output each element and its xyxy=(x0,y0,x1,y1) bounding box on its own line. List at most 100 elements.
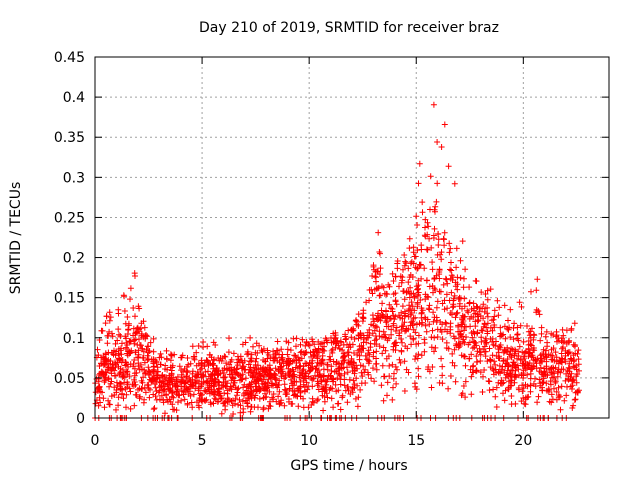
data-point xyxy=(265,351,272,358)
data-point xyxy=(570,402,577,409)
data-point xyxy=(330,404,337,411)
data-point xyxy=(252,358,259,365)
data-point xyxy=(393,380,400,387)
data-point xyxy=(117,357,124,364)
data-point xyxy=(422,322,429,329)
data-point xyxy=(486,387,493,394)
data-point xyxy=(132,381,139,388)
data-point xyxy=(407,272,414,278)
data-point xyxy=(517,322,524,329)
data-point xyxy=(555,360,562,367)
data-point xyxy=(415,373,422,380)
data-point xyxy=(473,367,480,374)
data-point xyxy=(189,370,196,377)
data-point xyxy=(474,304,481,311)
data-point xyxy=(491,307,498,314)
data-point xyxy=(494,297,501,304)
data-point xyxy=(105,332,112,339)
data-point xyxy=(397,273,404,280)
data-point xyxy=(324,361,331,368)
data-point xyxy=(531,332,538,339)
data-point xyxy=(366,326,373,333)
data-point xyxy=(470,338,477,345)
data-point xyxy=(527,388,534,395)
data-point xyxy=(415,332,422,339)
data-point xyxy=(361,369,368,376)
data-point xyxy=(115,394,122,401)
data-point xyxy=(342,387,349,394)
data-point xyxy=(306,342,313,349)
data-point xyxy=(378,382,385,389)
data-point xyxy=(520,385,527,392)
data-point xyxy=(498,380,505,387)
data-point xyxy=(98,368,105,375)
data-point xyxy=(438,249,445,256)
data-point xyxy=(245,394,251,401)
data-point xyxy=(124,379,131,386)
data-point xyxy=(505,363,512,370)
data-point xyxy=(415,365,422,372)
data-point xyxy=(265,376,272,383)
data-point xyxy=(193,372,200,379)
data-point xyxy=(437,251,444,258)
data-point xyxy=(536,376,543,383)
data-point xyxy=(311,341,318,348)
data-point xyxy=(440,281,447,288)
data-point xyxy=(173,391,180,398)
data-point xyxy=(309,336,316,343)
data-point xyxy=(416,160,423,167)
data-point xyxy=(410,326,417,333)
data-point xyxy=(338,339,345,346)
data-point xyxy=(489,352,496,359)
data-point xyxy=(497,344,504,351)
data-point xyxy=(242,389,249,396)
data-point xyxy=(271,357,278,364)
data-point xyxy=(373,285,380,292)
data-point xyxy=(185,391,192,397)
data-point xyxy=(371,337,378,344)
data-point xyxy=(448,267,455,274)
data-point xyxy=(453,264,460,271)
data-point xyxy=(462,362,469,369)
data-point xyxy=(278,346,285,353)
data-point xyxy=(120,395,127,402)
data-point xyxy=(373,348,380,355)
data-point xyxy=(363,299,370,306)
data-point xyxy=(470,328,477,335)
data-point xyxy=(139,345,146,352)
data-point xyxy=(386,362,393,369)
data-point xyxy=(389,270,396,277)
data-point xyxy=(459,238,466,245)
data-point xyxy=(490,341,497,348)
data-point xyxy=(447,245,454,252)
data-point xyxy=(138,320,145,327)
data-point xyxy=(292,353,299,359)
data-point xyxy=(151,381,158,387)
data-point xyxy=(434,298,441,305)
data-point xyxy=(466,315,473,322)
data-point xyxy=(443,276,450,283)
data-point xyxy=(270,382,277,389)
data-point xyxy=(392,313,399,320)
data-point xyxy=(446,240,453,247)
data-point xyxy=(147,339,154,346)
data-point xyxy=(491,324,498,331)
data-point xyxy=(484,310,491,317)
data-point xyxy=(396,356,403,363)
data-point xyxy=(392,297,399,304)
data-point xyxy=(216,385,222,392)
data-point xyxy=(496,304,503,311)
data-point xyxy=(127,405,134,412)
data-point xyxy=(292,392,299,399)
data-point xyxy=(106,309,113,316)
data-point xyxy=(423,246,430,253)
data-point xyxy=(305,383,312,390)
data-point xyxy=(285,396,292,402)
data-point xyxy=(495,379,502,386)
data-point xyxy=(344,399,351,406)
data-point xyxy=(441,297,448,304)
data-point xyxy=(366,351,373,358)
data-point xyxy=(232,384,239,391)
data-point xyxy=(148,356,155,363)
data-point xyxy=(390,384,396,391)
